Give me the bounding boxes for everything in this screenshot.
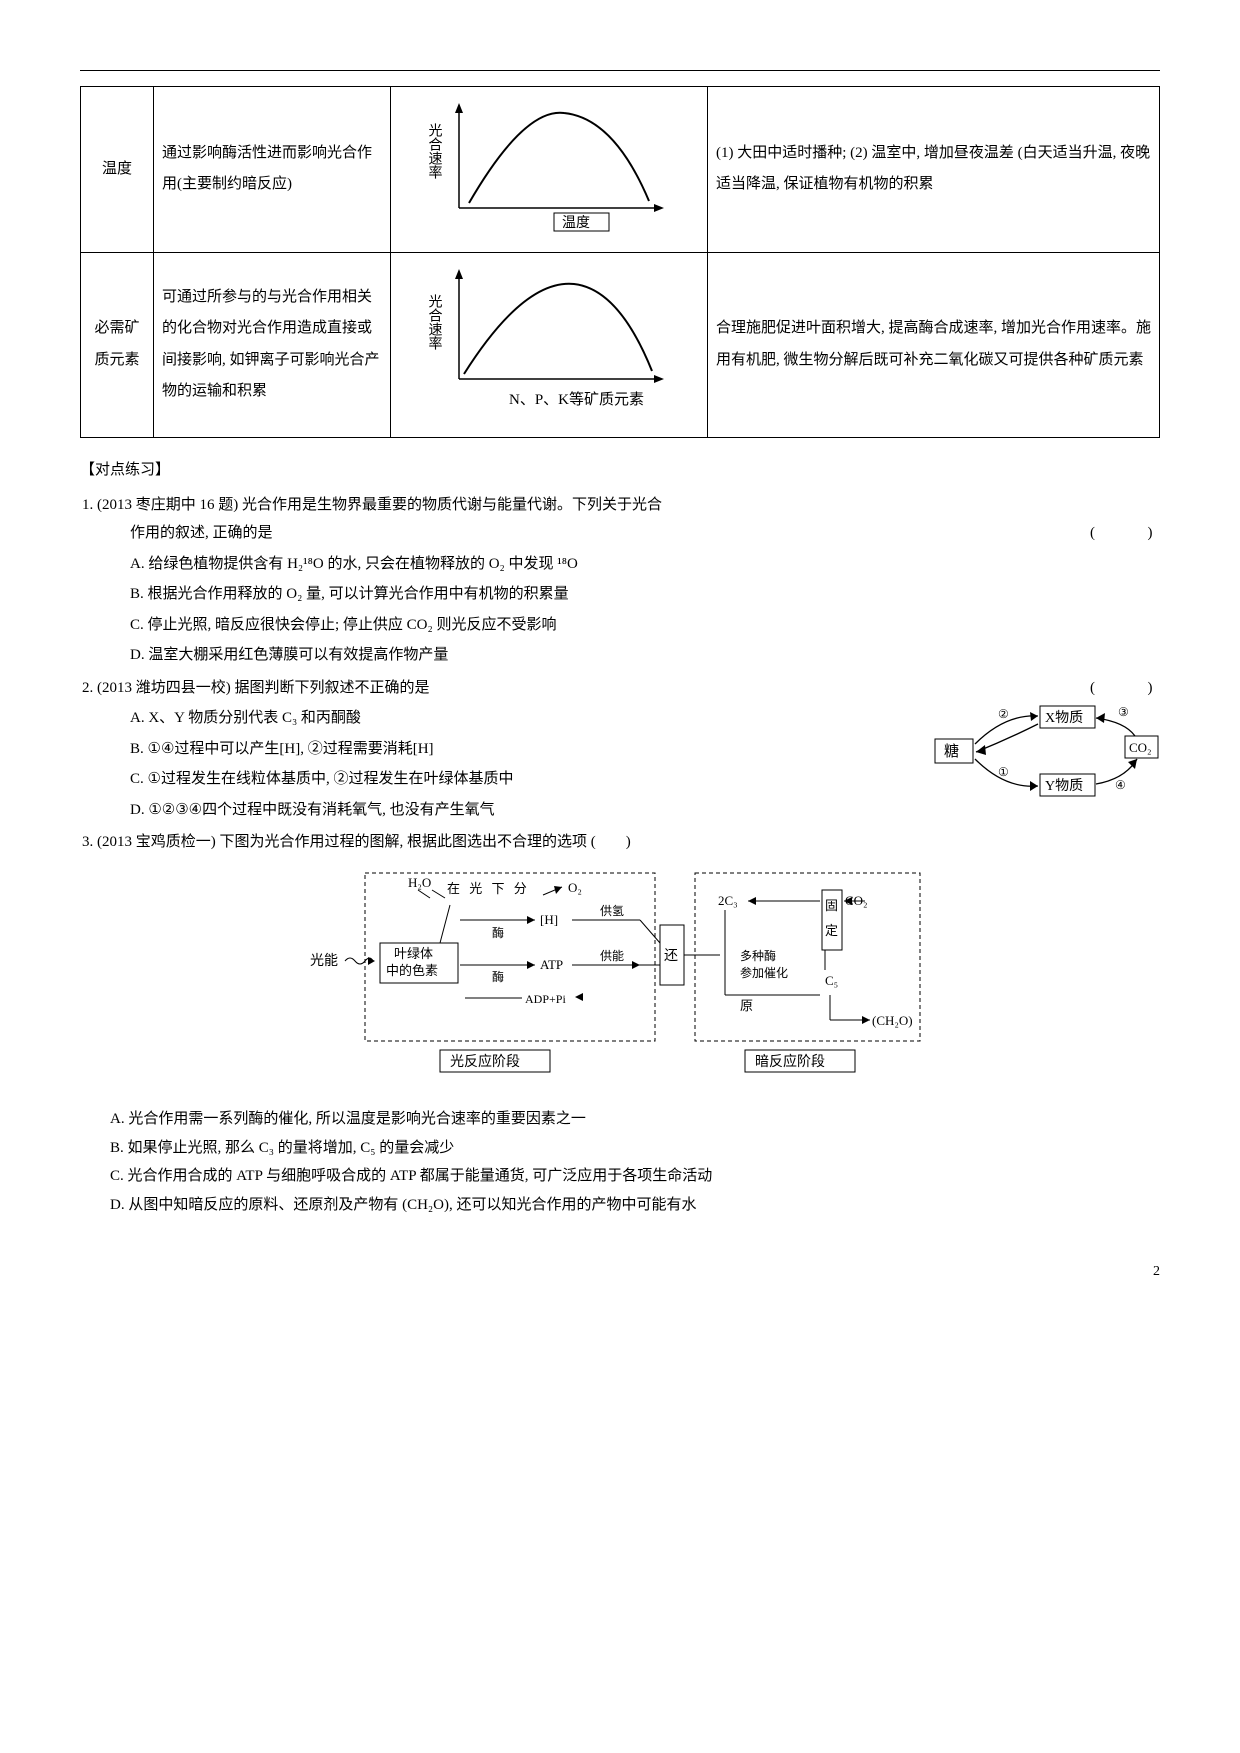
q1-opt-a: A. 给绿色植物提供含有 H₂¹⁸O 的水, 只会在植物释放的 O₂ 中发现 ¹… — [130, 550, 1160, 579]
q3-stem: 3. (2013 宝鸡质检一) 下图为光合作用过程的图解, 根据此图选出不合理的… — [82, 834, 631, 850]
question-3: 3. (2013 宝鸡质检一) 下图为光合作用过程的图解, 根据此图选出不合理的… — [82, 828, 1160, 857]
svg-text:(CH₂O): (CH₂O) — [872, 1013, 913, 1028]
desc-cell: 可通过所参与的与光合作用相关的化合物对光合作用造成直接或间接影响, 如钾离子可影… — [154, 252, 391, 438]
graph-cell: 光合速率 温度 — [391, 87, 708, 253]
svg-text:H₂O: H₂O — [408, 875, 431, 890]
svg-text:ADP+Pi: ADP+Pi — [525, 992, 566, 1006]
svg-text:①: ① — [998, 765, 1009, 779]
svg-text:还: 还 — [664, 948, 678, 964]
answer-blank: ( ) — [1090, 519, 1160, 548]
desc-cell: 通过影响酶活性进而影响光合作用(主要制约暗反应) — [154, 87, 391, 253]
q3-opt-b: B. 如果停止光照, 那么 C₃ 的量将增加, C₅ 的量会减少 — [110, 1134, 1160, 1163]
svg-text:供氢: 供氢 — [600, 903, 624, 918]
svg-text:酶: 酶 — [492, 925, 504, 940]
q1-stem-line2: 作用的叙述, 正确的是 — [130, 525, 273, 541]
q1-opt-b: B. 根据光合作用释放的 O₂ 量, 可以计算光合作用中有机物的积累量 — [130, 580, 1160, 609]
practice-title: 【对点练习】 — [80, 456, 1160, 485]
page-number: 2 — [80, 1259, 1160, 1286]
svg-text:光反应阶段: 光反应阶段 — [450, 1053, 520, 1070]
svg-text:在 光 下 分: 在 光 下 分 — [447, 881, 530, 896]
svg-text:ATP: ATP — [540, 957, 563, 972]
temp-curve-icon: 光合速率 温度 — [414, 93, 684, 233]
factor-cell: 必需矿质元素 — [81, 252, 154, 438]
svg-text:光能: 光能 — [310, 953, 338, 969]
svg-text:2C₃: 2C₃ — [718, 893, 738, 908]
svg-text:④: ④ — [1115, 778, 1126, 792]
svg-text:②: ② — [998, 707, 1009, 721]
svg-text:光合速率: 光合速率 — [427, 294, 443, 350]
svg-text:③: ③ — [1118, 705, 1129, 719]
graph-cell: 光合速率 N、P、K等矿质元素 — [391, 252, 708, 438]
svg-text:固: 固 — [825, 898, 838, 913]
q2-opt-a: A. X、Y 物质分别代表 C₃ 和丙酮酸 — [130, 704, 890, 733]
question-1: 1. (2013 枣庄期中 16 题) 光合作用是生物界最重要的物质代谢与能量代… — [82, 491, 1160, 670]
svg-text:中的色素: 中的色素 — [386, 963, 438, 978]
svg-text:叶绿体: 叶绿体 — [394, 946, 433, 961]
table-row: 必需矿质元素 可通过所参与的与光合作用相关的化合物对光合作用造成直接或间接影响,… — [81, 252, 1160, 438]
q2-stem: 2. (2013 潍坊四县一校) 据图判断下列叙述不正确的是 — [82, 680, 430, 696]
factors-table: 温度 通过影响酶活性进而影响光合作用(主要制约暗反应) 光合速率 温度 (1) … — [80, 86, 1160, 438]
question-2: 2. (2013 潍坊四县一校) 据图判断下列叙述不正确的是 ( ) A. X、… — [82, 674, 1160, 825]
apply-cell: (1) 大田中适时播种; (2) 温室中, 增加昼夜温差 (白天适当升温, 夜晚… — [708, 87, 1160, 253]
svg-text:C₅: C₅ — [825, 973, 838, 988]
mineral-curve-icon: 光合速率 N、P、K等矿质元素 — [414, 259, 684, 419]
svg-text:原: 原 — [740, 998, 753, 1013]
top-rule — [80, 70, 1160, 71]
q2-opt-d: D. ①②③④四个过程中既没有消耗氧气, 也没有产生氧气 — [130, 796, 890, 825]
q3-figure: H₂O O₂ 在 光 下 分 光能 叶绿体 中的色素 [H] 酶 ATP 酶 A… — [80, 865, 1160, 1096]
svg-text:CO₂: CO₂ — [1129, 740, 1152, 755]
q3-opt-a: A. 光合作用需一系列酶的催化, 所以温度是影响光合速率的重要因素之一 — [110, 1105, 1160, 1134]
table-row: 温度 通过影响酶活性进而影响光合作用(主要制约暗反应) 光合速率 温度 (1) … — [81, 87, 1160, 253]
q2-figure: 糖 X物质 Y物质 CO₂ ② ① ③ — [930, 694, 1160, 804]
q1-opt-d: D. 温室大棚采用红色薄膜可以有效提高作物产量 — [130, 641, 1160, 670]
svg-text:Y物质: Y物质 — [1045, 778, 1083, 794]
q1-options: A. 给绿色植物提供含有 H₂¹⁸O 的水, 只会在植物释放的 O₂ 中发现 ¹… — [130, 550, 1160, 670]
svg-text:N、P、K等矿质元素: N、P、K等矿质元素 — [509, 390, 644, 408]
svg-text:糖: 糖 — [944, 743, 959, 760]
svg-text:[H]: [H] — [540, 912, 558, 927]
q2-opt-b: B. ①④过程中可以产生[H], ②过程需要消耗[H] — [130, 735, 890, 764]
apply-cell: 合理施肥促进叶面积增大, 提高酶合成速率, 增加光合作用速率。施用有机肥, 微生… — [708, 252, 1160, 438]
svg-text:光合速率: 光合速率 — [427, 123, 443, 179]
svg-text:多种酶: 多种酶 — [740, 948, 776, 963]
svg-text:O₂: O₂ — [568, 880, 582, 895]
svg-text:定: 定 — [825, 923, 838, 938]
factor-cell: 温度 — [81, 87, 154, 253]
q1-opt-c: C. 停止光照, 暗反应很快会停止; 停止供应 CO₂ 则光反应不受影响 — [130, 611, 1160, 640]
svg-text:参加催化: 参加催化 — [740, 965, 788, 980]
svg-text:温度: 温度 — [562, 215, 590, 231]
q3-options: A. 光合作用需一系列酶的催化, 所以温度是影响光合速率的重要因素之一 B. 如… — [110, 1105, 1160, 1219]
q3-opt-d: D. 从图中知暗反应的原料、还原剂及产物有 (CH₂O), 还可以知光合作用的产… — [110, 1191, 1160, 1220]
q3-opt-c: C. 光合作用合成的 ATP 与细胞呼吸合成的 ATP 都属于能量通货, 可广泛… — [110, 1162, 1160, 1191]
q1-stem-line1: 1. (2013 枣庄期中 16 题) 光合作用是生物界最重要的物质代谢与能量代… — [82, 491, 1160, 520]
svg-text:供能: 供能 — [600, 949, 624, 963]
svg-text:X物质: X物质 — [1045, 710, 1083, 726]
svg-text:暗反应阶段: 暗反应阶段 — [755, 1053, 825, 1070]
q2-options: A. X、Y 物质分别代表 C₃ 和丙酮酸 B. ①④过程中可以产生[H], ②… — [130, 704, 890, 824]
q2-opt-c: C. ①过程发生在线粒体基质中, ②过程发生在叶绿体基质中 — [130, 765, 890, 794]
svg-text:酶: 酶 — [492, 969, 504, 984]
